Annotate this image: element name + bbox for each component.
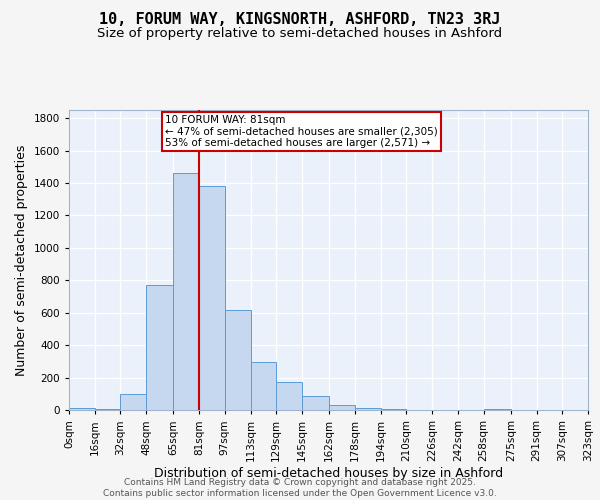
Bar (381, 409, 406, 410)
Text: 10 FORUM WAY: 81sqm
← 47% of semi-detached houses are smaller (2,305)
53% of sem: 10 FORUM WAY: 81sqm ← 47% of semi-detach… (166, 115, 438, 148)
X-axis label: Distribution of semi-detached houses by size in Ashford: Distribution of semi-detached houses by … (154, 466, 503, 479)
Bar (329, 405, 355, 410)
Bar (355, 408, 381, 410)
Bar (95, 409, 121, 410)
Text: 10, FORUM WAY, KINGSNORTH, ASHFORD, TN23 3RJ: 10, FORUM WAY, KINGSNORTH, ASHFORD, TN23… (99, 12, 501, 28)
Bar (276, 382, 302, 410)
Y-axis label: Number of semi-detached properties: Number of semi-detached properties (15, 144, 28, 376)
Bar (69, 408, 95, 410)
Bar (225, 310, 251, 410)
Bar (251, 362, 276, 410)
Bar (146, 285, 173, 410)
Bar (121, 394, 146, 410)
Bar (199, 186, 225, 410)
Bar (484, 409, 511, 410)
Text: Contains HM Land Registry data © Crown copyright and database right 2025.
Contai: Contains HM Land Registry data © Crown c… (103, 478, 497, 498)
Text: Size of property relative to semi-detached houses in Ashford: Size of property relative to semi-detach… (97, 28, 503, 40)
Bar (173, 173, 199, 410)
Bar (302, 396, 329, 410)
